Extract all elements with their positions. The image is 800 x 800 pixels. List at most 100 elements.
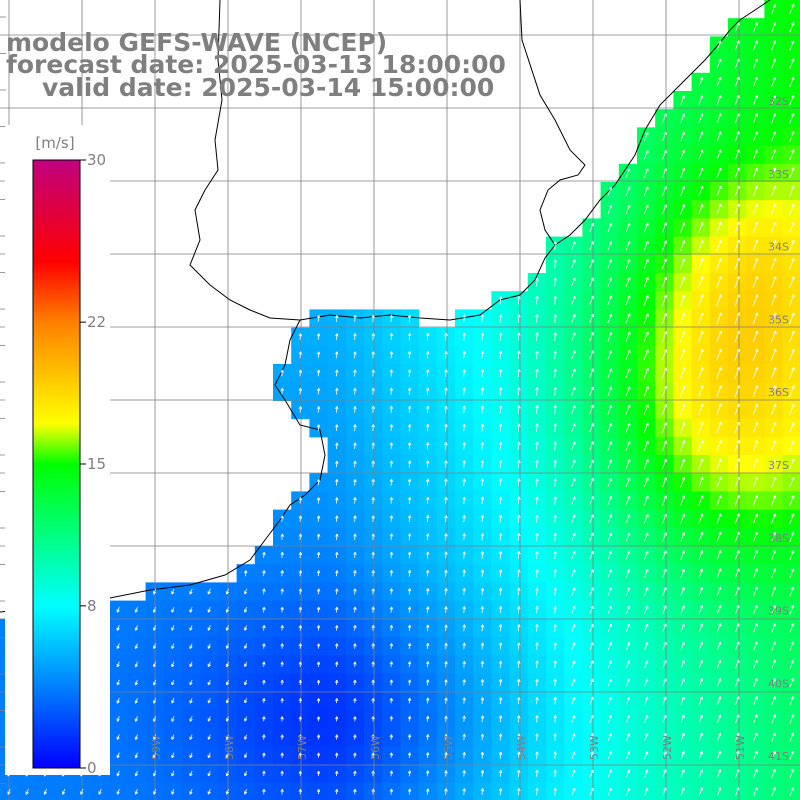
- lon-label: 57W: [296, 735, 309, 760]
- wind-arrow: [262, 570, 266, 577]
- wind-arrow: [244, 606, 248, 613]
- wind-arrow: [698, 440, 704, 452]
- wind-arrow: [371, 551, 375, 559]
- wind-arrow: [607, 787, 612, 796]
- wind-arrow: [389, 460, 394, 468]
- wind-arrow: [298, 734, 302, 740]
- wind-arrow: [571, 423, 576, 432]
- wind-arrow: [316, 716, 321, 722]
- wind-arrow: [498, 715, 503, 723]
- wind-arrow: [644, 678, 649, 687]
- wind-arrow: [407, 551, 412, 559]
- wind-arrow: [716, 131, 722, 142]
- wind-arrow: [316, 588, 321, 595]
- wind-arrow: [789, 623, 795, 633]
- wind-arrow: [680, 586, 685, 596]
- wind-arrow: [407, 351, 412, 359]
- wind-arrow: [116, 770, 120, 777]
- wind-arrow: [189, 734, 193, 740]
- wind-arrow: [771, 732, 776, 742]
- wind-arrow: [426, 405, 430, 414]
- lon-label: 55W: [442, 735, 455, 760]
- wind-arrow: [735, 623, 740, 633]
- wind-arrow: [698, 421, 704, 434]
- wind-arrow: [335, 387, 339, 395]
- wind-arrow: [771, 167, 777, 179]
- colorbar-tick-label: 22: [87, 313, 106, 331]
- wind-arrow: [789, 604, 795, 615]
- wind-arrow: [280, 570, 284, 577]
- wind-arrow: [280, 515, 284, 522]
- wind-arrow: [589, 332, 594, 342]
- wind-arrow: [444, 770, 448, 777]
- wind-arrow: [753, 659, 758, 669]
- wind-arrow: [698, 568, 704, 578]
- wind-arrow: [371, 643, 375, 649]
- wind-arrow: [680, 641, 685, 651]
- wind-arrow: [153, 643, 157, 649]
- wind-arrow: [462, 496, 466, 505]
- wind-arrow: [444, 679, 448, 686]
- wind-arrow: [789, 76, 795, 88]
- wind-arrow: [753, 40, 758, 51]
- wind-arrow: [353, 752, 357, 758]
- wind-arrow: [153, 625, 157, 631]
- wind-arrow: [535, 696, 539, 705]
- wind-arrow: [426, 569, 430, 577]
- wind-arrow: [607, 569, 612, 578]
- wind-arrow: [607, 605, 612, 614]
- wind-arrow: [116, 716, 120, 722]
- wind-arrow: [280, 679, 284, 686]
- wind-arrow: [498, 587, 503, 596]
- wind-arrow: [189, 588, 193, 595]
- wind-arrow: [661, 349, 668, 361]
- wind-arrow: [698, 330, 704, 343]
- wind-arrow: [680, 732, 685, 742]
- wind-arrow: [462, 460, 466, 468]
- wind-arrow: [716, 276, 722, 288]
- wind-arrow: [353, 424, 357, 431]
- wind-arrow: [626, 660, 631, 669]
- wind-arrow: [716, 421, 722, 434]
- wind-arrow: [680, 258, 686, 270]
- wind-arrow: [480, 715, 485, 723]
- wind-arrow: [389, 588, 394, 595]
- wind-arrow: [716, 750, 722, 760]
- coastline: [0, 0, 771, 613]
- wind-arrow: [371, 697, 375, 704]
- wind-arrow: [716, 476, 722, 488]
- wind-arrow: [535, 769, 539, 778]
- wind-arrow: [334, 661, 339, 667]
- wind-arrow: [662, 659, 667, 669]
- wind-arrow: [752, 458, 759, 470]
- wind-arrow: [371, 515, 375, 522]
- wind-arrow: [770, 294, 777, 307]
- wind-arrow: [589, 532, 594, 542]
- wind-arrow: [698, 476, 704, 488]
- wind-arrow: [770, 367, 777, 379]
- wind-arrow: [589, 787, 594, 796]
- wind-arrow: [571, 642, 576, 650]
- wind-arrow: [298, 679, 302, 685]
- wind-arrow: [371, 588, 375, 595]
- wind-arrow: [789, 403, 795, 416]
- wind-arrow: [207, 752, 211, 759]
- wind-arrow: [498, 605, 503, 614]
- wind-arrow: [589, 660, 594, 669]
- wind-arrow: [535, 314, 539, 323]
- wind-arrow: [517, 478, 521, 487]
- wind-arrow: [480, 533, 485, 541]
- wind-arrow: [353, 698, 357, 704]
- wind-arrow: [517, 532, 521, 541]
- wind-arrow: [316, 788, 321, 795]
- wind-arrow: [753, 568, 758, 579]
- wind-arrow: [662, 222, 667, 233]
- wind-arrow: [535, 678, 539, 687]
- wind-arrow: [353, 333, 357, 341]
- wind-arrow: [389, 697, 394, 704]
- colorbar: [m/s] 30 22 15 8 0: [5, 125, 110, 777]
- wind-arrow: [553, 441, 557, 451]
- wind-arrow: [753, 768, 758, 778]
- wind-arrow: [407, 770, 412, 777]
- wind-arrow: [789, 677, 795, 688]
